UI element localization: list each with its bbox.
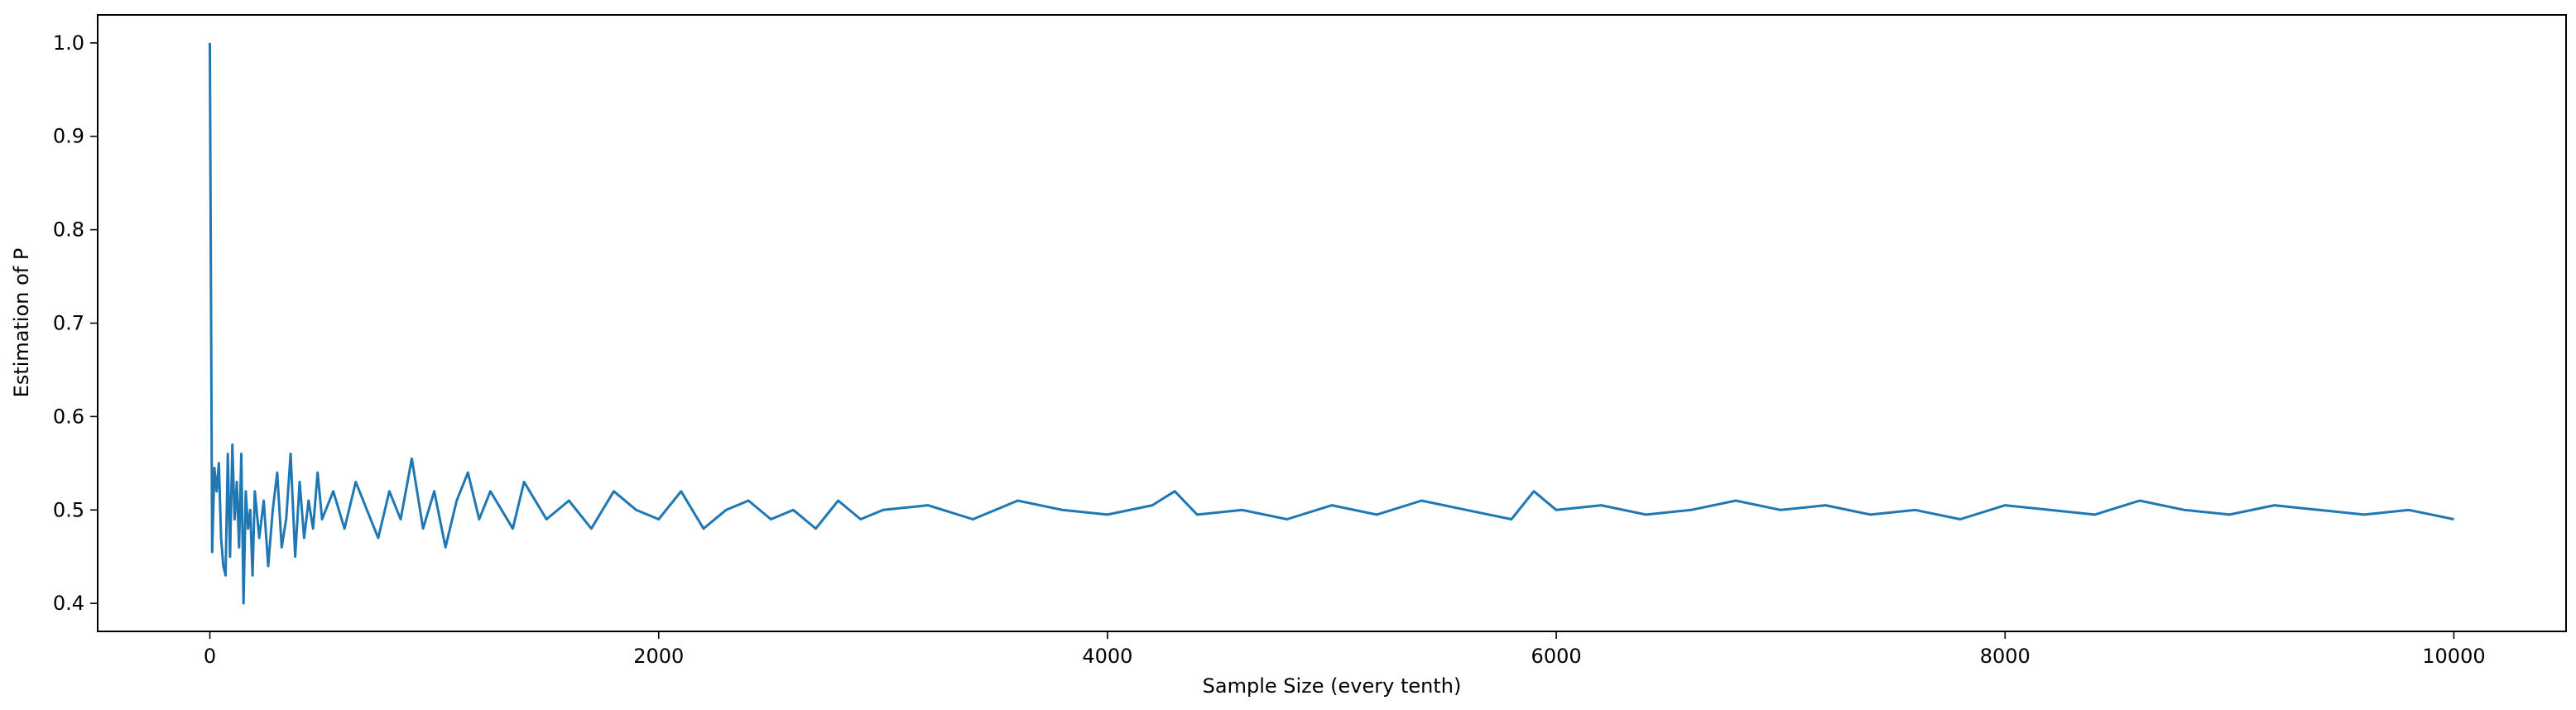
plot-frame: [97, 14, 2567, 632]
series-line: [209, 42, 2454, 605]
series-layer: [209, 42, 2454, 605]
x-axis-label: Sample Size (every tenth): [1203, 674, 1462, 698]
x-tick-label: 2000: [633, 645, 684, 668]
y-tick-label: 0.6: [53, 405, 84, 428]
y-axis-label: Estimation of P: [10, 248, 33, 398]
x-axis-ticks: 0 2000 4000 6000 8000 10000: [204, 631, 2486, 668]
y-tick-label: 0.5: [53, 498, 84, 521]
y-tick-label: 0.7: [53, 312, 84, 335]
x-tick-label: 8000: [1980, 645, 2031, 668]
y-tick-label: 0.8: [53, 218, 84, 242]
x-tick-label: 6000: [1531, 645, 1582, 668]
x-tick-label: 0: [204, 645, 216, 668]
y-tick-label: 1.0: [53, 31, 84, 55]
y-tick-label: 0.4: [53, 592, 84, 615]
y-tick-label: 0.9: [53, 125, 84, 148]
y-axis-ticks: 0.4 0.5 0.6 0.7 0.8 0.9 1.0: [53, 31, 98, 615]
x-tick-label: 4000: [1082, 645, 1132, 668]
x-tick-label: 10000: [2422, 645, 2485, 668]
